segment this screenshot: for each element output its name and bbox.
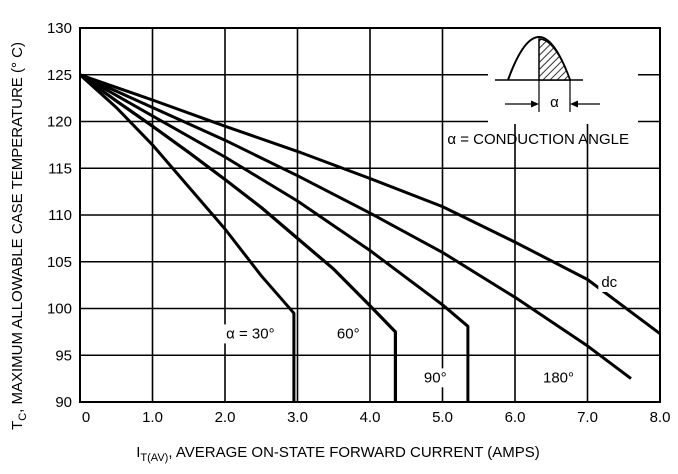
y-tick-label: 110 [48, 207, 72, 224]
x-axis-title-rest: , AVERAGE ON-STATE FORWARD CURRENT (AMPS… [168, 444, 539, 461]
series-line-180 [79, 73, 632, 380]
annotation-background [223, 324, 278, 344]
x-tick-label: 8.0 [650, 409, 671, 426]
conduction-angle-inset: α α = CONDUCTION ANGLE [447, 28, 638, 148]
x-tick-label: 0 [82, 409, 90, 426]
tick-labels: 0 1.0 2.0 3.0 4.0 5.0 6.0 7.0 8.0 90 95 100 105 110 11… [47, 20, 670, 426]
series-line-30 [78, 73, 296, 402]
alpha-arrowhead-right [570, 100, 578, 108]
alpha-arrowhead-left [531, 100, 539, 108]
y-axis-title-rest: , MAXIMUM ALLOWABLE CASE TEMPERATURE (° … [9, 42, 26, 413]
annotation-background [598, 272, 621, 292]
conduction-angle-label: α = CONDUCTION ANGLE [447, 131, 629, 148]
alpha-symbol: α [550, 94, 559, 111]
series-line-90 [79, 73, 470, 402]
series-annotation-label: 90° [424, 369, 447, 386]
series-annotations: α = 30° 60° 90° 180° dc [223, 272, 621, 388]
x-axis-title-main: I [136, 444, 140, 461]
y-tick-label: 90 [55, 394, 72, 411]
plot-frame [79, 27, 661, 403]
x-tick-label: 4.0 [360, 409, 381, 426]
series-annotation-label: α = 30° [226, 325, 274, 342]
x-axis-title-subscript: T(AV) [140, 452, 168, 464]
series-annotation-label: 180° [543, 369, 574, 386]
annotation-background [333, 324, 363, 344]
y-axis-title: TC, MAXIMUM ALLOWABLE CASE TEMPERATURE (… [9, 42, 29, 430]
y-tick-label: 115 [48, 160, 72, 177]
x-tick-label: 5.0 [432, 409, 453, 426]
y-tick-label: 100 [47, 301, 72, 318]
y-tick-label: 95 [55, 347, 72, 364]
series-line-dc [79, 73, 661, 335]
annotation-background [539, 368, 578, 388]
y-axis-title-main: T [9, 421, 26, 430]
annotation-background [420, 368, 450, 388]
x-tick-label: 7.0 [577, 409, 598, 426]
x-tick-label: 1.0 [142, 409, 163, 426]
y-tick-label: 130 [47, 20, 72, 37]
x-tick-label: 3.0 [287, 409, 308, 426]
y-tick-label: 105 [47, 254, 72, 271]
x-tick-label: 2.0 [215, 409, 236, 426]
y-tick-label: 120 [47, 114, 72, 131]
series-annotation-label: dc [601, 274, 617, 291]
y-axis-title-subscript: C [17, 413, 29, 421]
x-axis-title: IT(AV), AVERAGE ON-STATE FORWARD CURRENT… [136, 444, 540, 464]
series-annotation-label: 60° [337, 325, 360, 342]
series-line-60 [79, 73, 397, 402]
series-lines [78, 73, 661, 402]
x-tick-label: 6.0 [505, 409, 526, 426]
y-tick-label: 125 [47, 67, 72, 84]
